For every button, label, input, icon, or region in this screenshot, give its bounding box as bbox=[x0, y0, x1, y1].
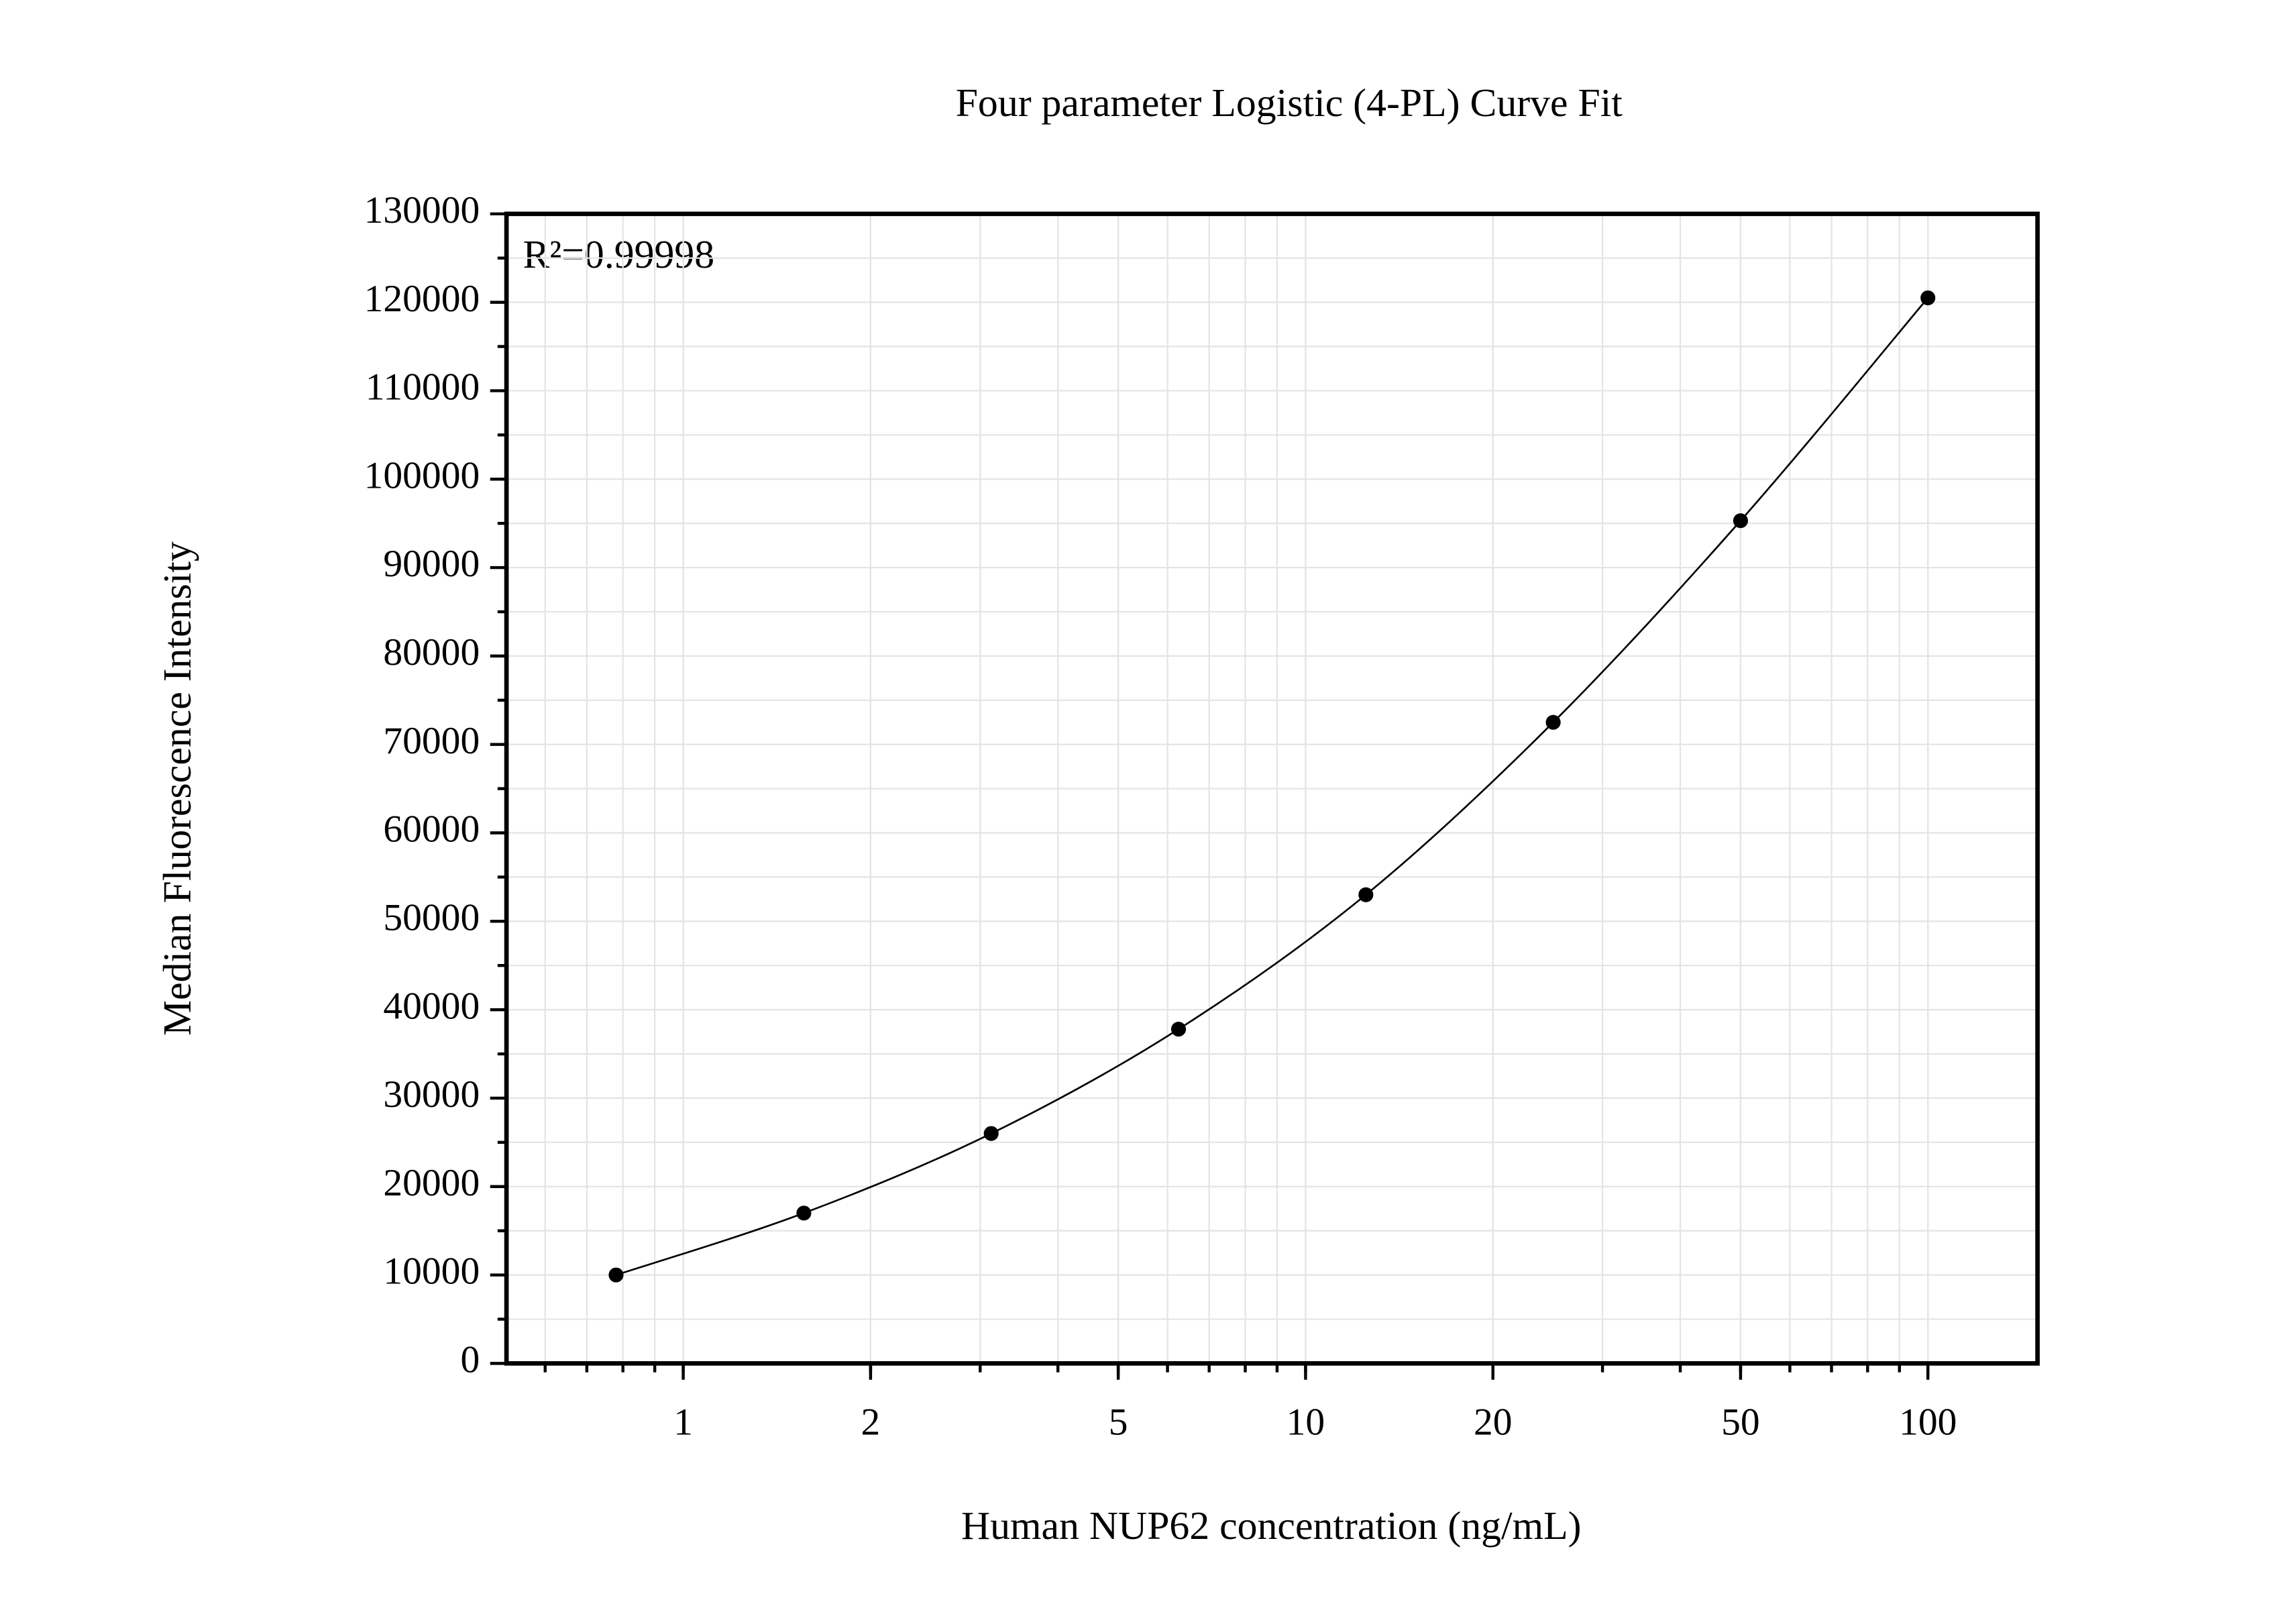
data-point bbox=[1358, 887, 1374, 902]
x-tick-label: 5 bbox=[1109, 1401, 1128, 1444]
x-tick-label: 10 bbox=[1287, 1401, 1325, 1444]
data-point bbox=[1920, 290, 1936, 306]
y-tick-label: 20000 bbox=[383, 1162, 480, 1204]
y-tick-label: 120000 bbox=[364, 278, 480, 320]
data-point bbox=[608, 1267, 624, 1283]
data-point bbox=[1545, 714, 1561, 730]
x-tick-label: 20 bbox=[1474, 1401, 1513, 1444]
x-tick-label: 50 bbox=[1721, 1401, 1760, 1444]
y-tick-label: 0 bbox=[460, 1339, 480, 1381]
y-tick-label: 100000 bbox=[364, 454, 480, 496]
x-tick-label: 2 bbox=[861, 1401, 881, 1444]
y-tick-label: 10000 bbox=[383, 1250, 480, 1293]
r-squared-annotation: R²=0.99998 bbox=[523, 232, 714, 276]
y-tick-label: 80000 bbox=[383, 631, 480, 674]
x-tick-label: 100 bbox=[1899, 1401, 1957, 1444]
data-point bbox=[983, 1126, 999, 1141]
y-tick-label: 30000 bbox=[383, 1073, 480, 1116]
y-tick-label: 70000 bbox=[383, 720, 480, 762]
y-axis-label: Median Fluorescence Intensity bbox=[155, 541, 199, 1036]
y-tick-label: 110000 bbox=[366, 366, 480, 409]
y-tick-label: 60000 bbox=[383, 808, 480, 851]
x-axis-label: Human NUP62 concentration (ng/mL) bbox=[961, 1503, 1582, 1548]
x-tick-label: 1 bbox=[673, 1401, 693, 1444]
y-tick-label: 130000 bbox=[364, 189, 480, 231]
y-tick-label: 90000 bbox=[383, 543, 480, 585]
data-point bbox=[1733, 513, 1749, 529]
data-point bbox=[1170, 1022, 1187, 1037]
y-tick-label: 50000 bbox=[383, 896, 480, 939]
chart-title: Four parameter Logistic (4-PL) Curve Fit bbox=[956, 81, 1623, 125]
plot-frame bbox=[504, 211, 2040, 1366]
y-tick-label: 40000 bbox=[383, 985, 480, 1027]
data-point bbox=[796, 1206, 812, 1221]
fit-curve bbox=[616, 297, 1929, 1276]
